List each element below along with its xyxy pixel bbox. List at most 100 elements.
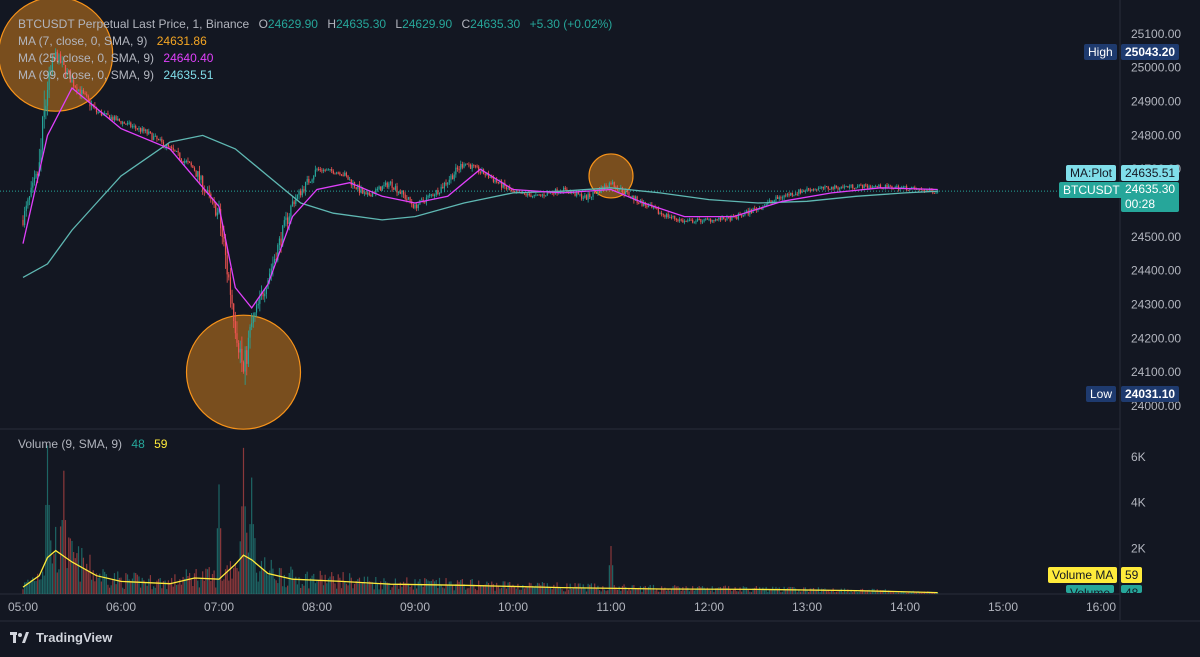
candle-body <box>239 348 241 353</box>
candle-body <box>736 216 738 219</box>
volume-bar <box>682 586 684 594</box>
candle-body <box>197 171 199 177</box>
candle-body <box>496 180 498 183</box>
candle-body <box>683 220 686 223</box>
volume-bar <box>821 588 823 594</box>
volume-bar <box>125 573 127 594</box>
candle-body <box>772 200 774 203</box>
volume-bar <box>318 580 320 594</box>
volume-bar <box>469 579 472 594</box>
volume-bar <box>554 588 557 594</box>
candle-body <box>442 186 444 189</box>
candle-body <box>605 185 607 188</box>
candle-body <box>904 186 906 188</box>
volume-bar <box>42 571 44 594</box>
candle-body <box>814 189 816 191</box>
candle-body <box>690 219 692 221</box>
volume-bar <box>551 589 553 594</box>
volume-bar <box>584 588 586 594</box>
volume-bar <box>842 592 844 594</box>
candle-body <box>741 215 743 217</box>
candle-body <box>380 186 382 191</box>
candle-body <box>50 69 52 71</box>
candle-body <box>453 174 455 180</box>
candle-body <box>144 129 147 132</box>
volume-bar <box>154 587 156 594</box>
volume-bar <box>840 588 842 594</box>
volume-bar <box>662 589 664 594</box>
candle-body <box>553 193 555 195</box>
candle-body <box>698 219 700 221</box>
ma7-legend[interactable]: MA (7, close, 0, SMA, 9) 24631.86 <box>18 33 207 50</box>
candle-body <box>53 58 55 60</box>
candle-body <box>718 217 720 220</box>
volume-bar <box>886 592 888 594</box>
candle-body <box>367 192 369 195</box>
candle-body <box>790 192 792 196</box>
candle-body <box>710 219 712 222</box>
candle-body <box>515 191 517 193</box>
volume-bar <box>613 585 615 594</box>
candle-body <box>456 167 459 169</box>
volume-bar <box>141 577 143 594</box>
volume-bar <box>760 590 762 594</box>
volume-bar <box>546 583 548 594</box>
volume-bar <box>187 576 189 594</box>
tradingview-logo[interactable]: TradingView <box>10 630 112 645</box>
volume-legend-label: Volume (9, SMA, 9) <box>18 437 123 451</box>
candle-body <box>646 205 648 208</box>
volume-bar <box>140 587 142 594</box>
candle-body <box>151 132 153 140</box>
volume-bar <box>664 587 666 594</box>
low-tag-label: Low <box>1086 386 1117 402</box>
volume-bar <box>30 579 32 594</box>
candle-body <box>42 117 44 150</box>
candle-body <box>278 238 281 246</box>
volume-bar <box>933 592 935 594</box>
volume-bar <box>914 591 916 594</box>
volume-bar <box>830 590 833 594</box>
volume-bar <box>216 528 218 594</box>
volume-bar <box>220 528 222 594</box>
volume-bar <box>692 586 694 594</box>
candle-body <box>541 194 543 196</box>
candle-body <box>674 215 676 219</box>
candle-body <box>233 303 235 322</box>
volume-bar <box>203 580 205 594</box>
volume-bar <box>357 579 359 594</box>
candle-body <box>794 193 797 195</box>
volume-bar <box>144 582 147 594</box>
candle-body <box>729 217 731 221</box>
candle-body <box>182 160 184 163</box>
volume-bar <box>231 578 233 594</box>
symbol-tag-label: BTCUSDT <box>1059 182 1124 198</box>
candle-body <box>798 189 800 194</box>
volume-bar <box>427 580 429 594</box>
candle-body <box>907 190 909 192</box>
candle-body <box>491 177 493 179</box>
volume-bar <box>612 565 614 594</box>
candle-body <box>510 190 512 192</box>
candle-body <box>138 128 140 130</box>
ma25-legend[interactable]: MA (25, close, 0, SMA, 9) 24640.40 <box>18 50 213 67</box>
volume-bar <box>819 591 821 594</box>
volume-bar <box>937 593 939 594</box>
volume-bar <box>246 532 248 594</box>
candle-body <box>448 179 450 183</box>
volume-bar <box>822 589 824 594</box>
candle-body <box>311 179 313 182</box>
candle-body <box>561 191 563 193</box>
candle-body <box>64 64 67 75</box>
volume-ma-tag-value: 59 <box>1121 567 1143 583</box>
volume-bar <box>349 573 351 594</box>
volume-bar <box>285 587 287 594</box>
ma99-legend[interactable]: MA (99, close, 0, SMA, 9) 24635.51 <box>18 67 213 84</box>
volume-legend[interactable]: Volume (9, SMA, 9) 48 59 <box>18 436 167 453</box>
candle-body <box>290 205 292 217</box>
candle-body <box>509 187 511 191</box>
volume-bar <box>358 577 361 594</box>
candle-body <box>731 216 733 221</box>
candle-body <box>775 196 777 201</box>
candle-body <box>641 200 643 206</box>
